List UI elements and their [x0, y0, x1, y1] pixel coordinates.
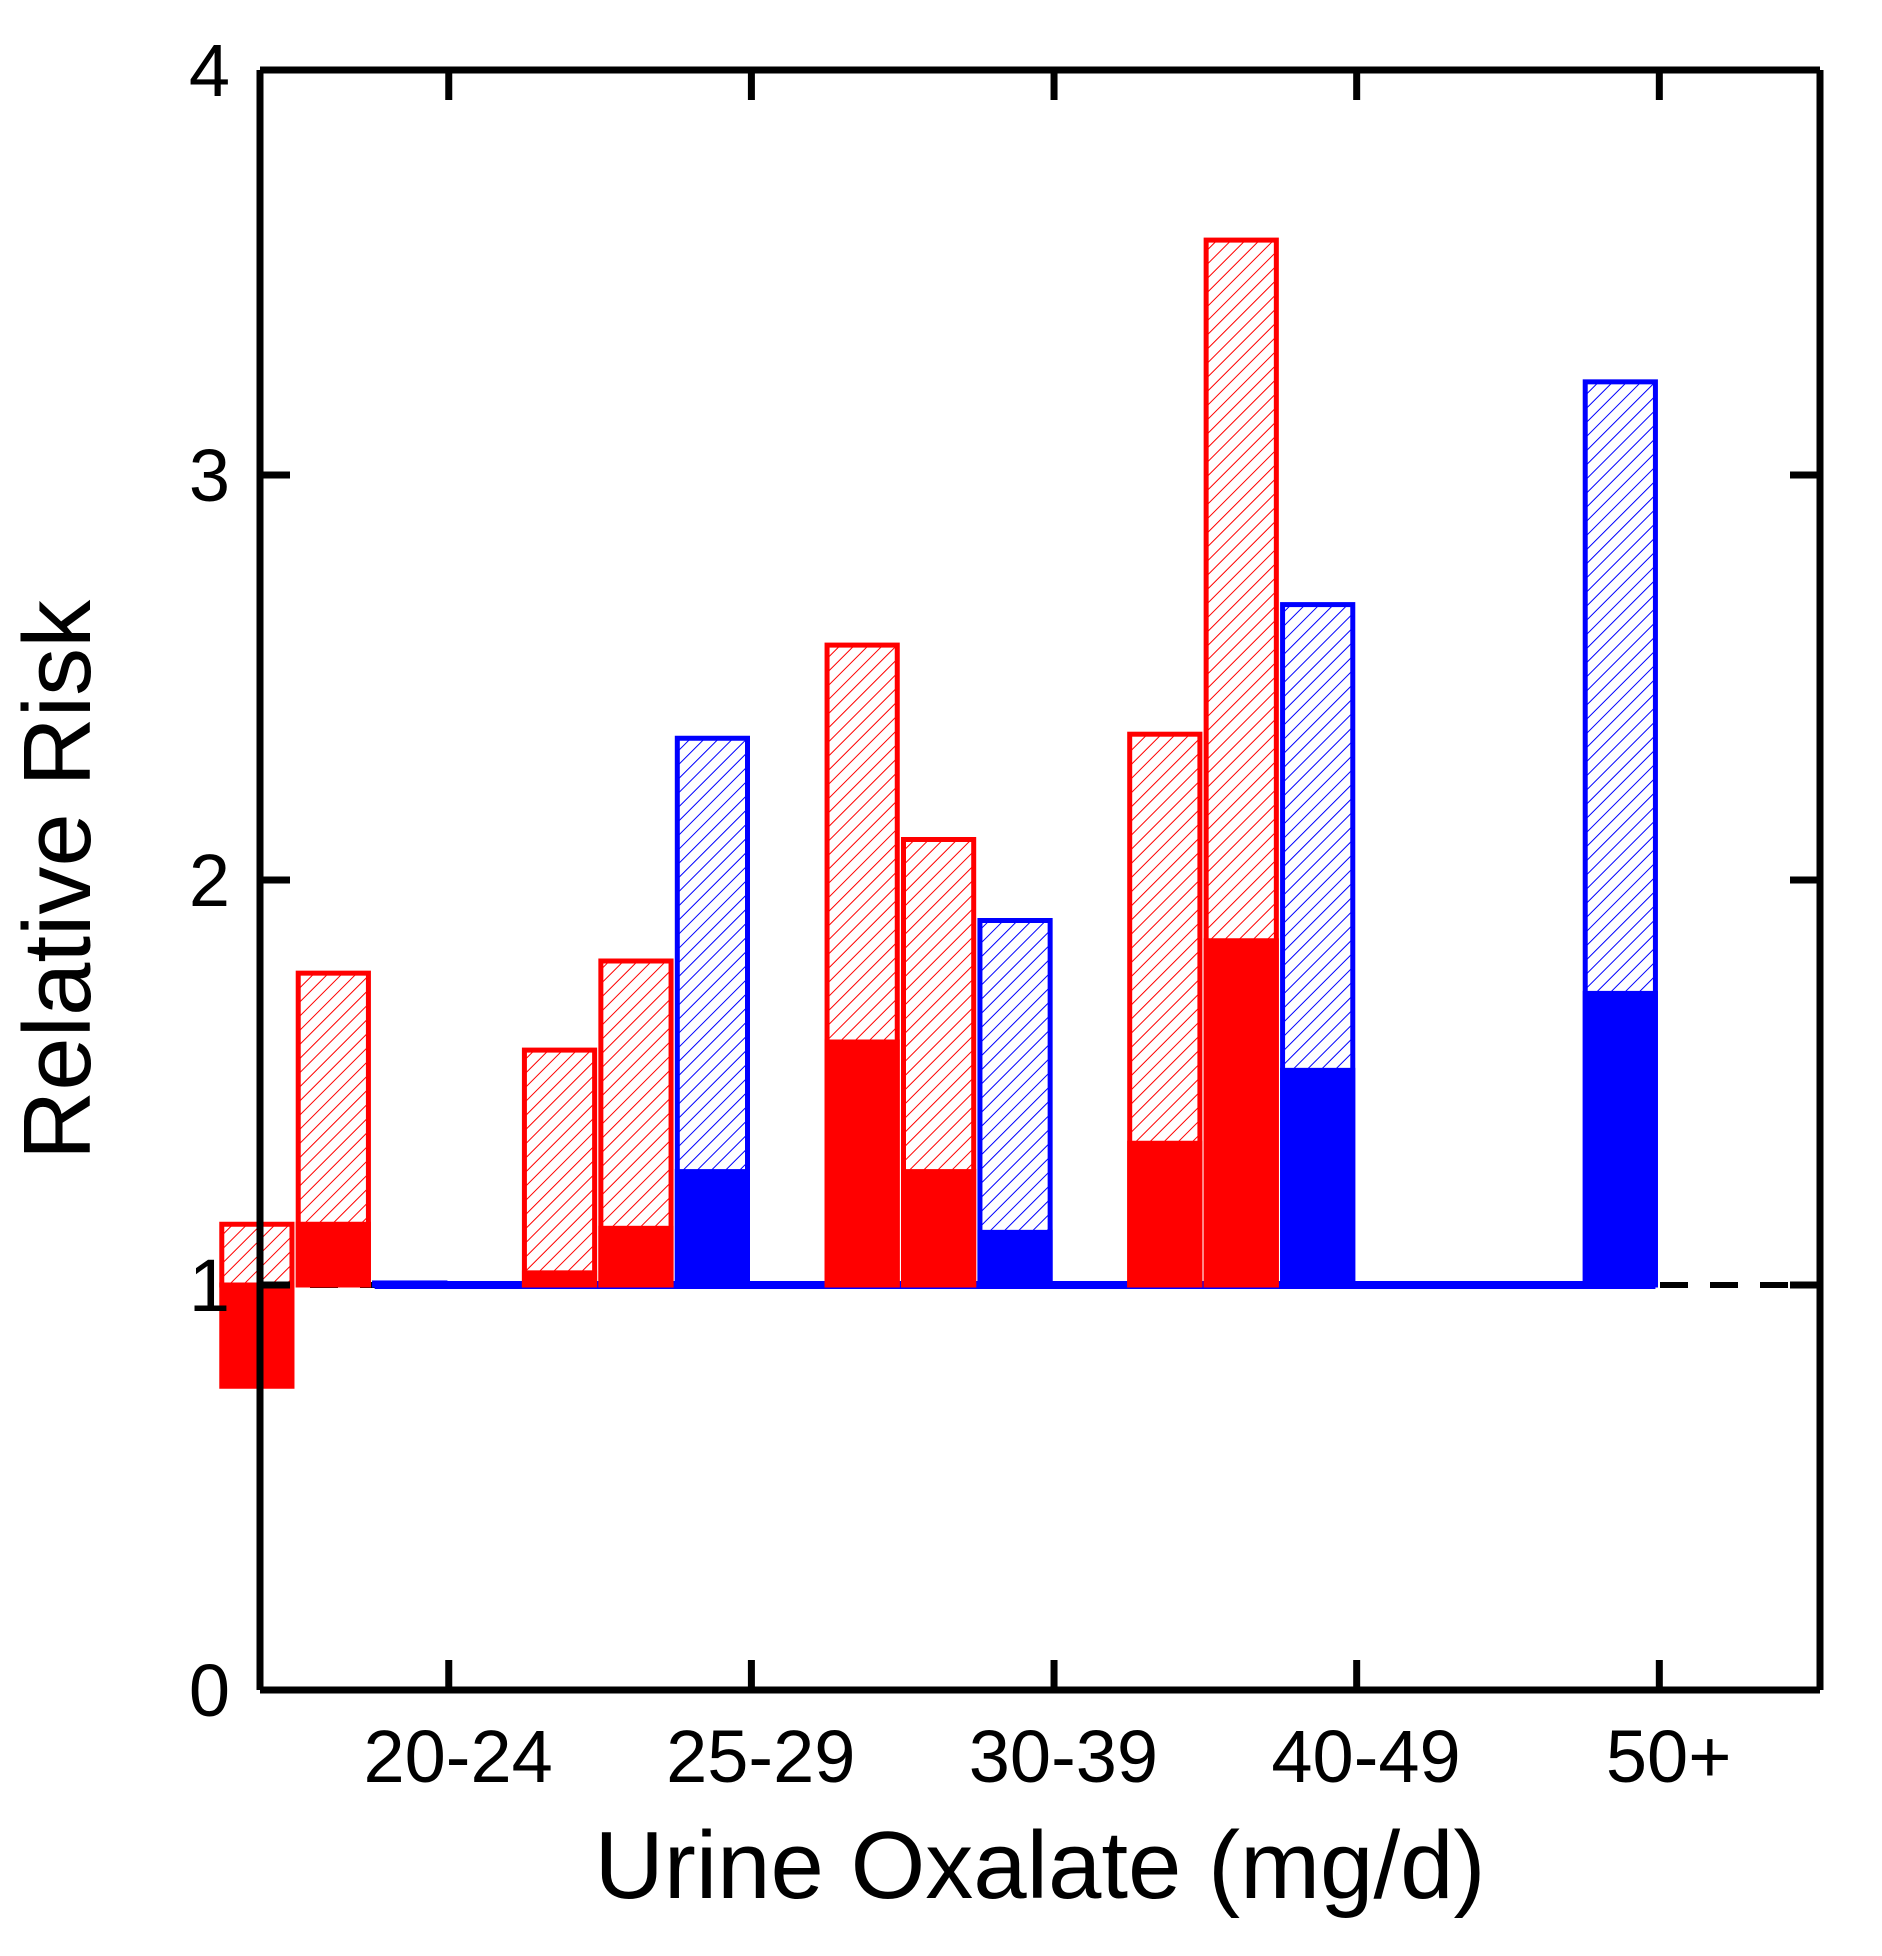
x-axis-label: Urine Oxalate (mg/d) [595, 1812, 1486, 1919]
y-tick-label: 3 [189, 434, 230, 517]
x-tick-label: 40-49 [1271, 1715, 1460, 1798]
y-tick-label: 1 [189, 1244, 230, 1327]
y-tick-label: 2 [189, 839, 230, 922]
bar-blue-solid-1 [677, 1172, 747, 1285]
bar-red-solid-2-2 [904, 1172, 974, 1285]
chart-svg: 0 1 2 3 4 Relative Risk 20-24 25-29 30-39 40-49 50… [0, 0, 1882, 1956]
bar-blue-solid-3 [1283, 1070, 1353, 1285]
bar-red-solid-2 [827, 1042, 897, 1285]
chart-container: 0 1 2 3 4 Relative Risk 20-24 25-29 30-39 40-49 50… [0, 0, 1882, 1956]
x-tick-label: 25-29 [666, 1715, 855, 1798]
x-tick-label: 30-39 [969, 1715, 1158, 1798]
bar-blue-solid-0 [375, 1283, 445, 1285]
y-tick-label: 4 [189, 29, 230, 112]
x-tick-label: 20-24 [363, 1715, 552, 1798]
bar-red-solid-2-3 [1206, 941, 1276, 1285]
bar-red-solid-2-1 [601, 1228, 671, 1285]
y-tick-label: 0 [189, 1649, 230, 1732]
bar-blue-solid-4 [1585, 993, 1655, 1285]
bar-blue-solid-2 [980, 1232, 1050, 1285]
bar-hatched-red-solid-1 [524, 1050, 594, 1285]
x-tick-label: 50+ [1606, 1715, 1732, 1798]
bar-red-solid-1 [524, 1273, 594, 1285]
bar-red-solid-3 [1130, 1143, 1200, 1285]
bar-red-solid-2-0 [298, 1224, 368, 1285]
y-axis-label: Relative Risk [4, 599, 111, 1160]
